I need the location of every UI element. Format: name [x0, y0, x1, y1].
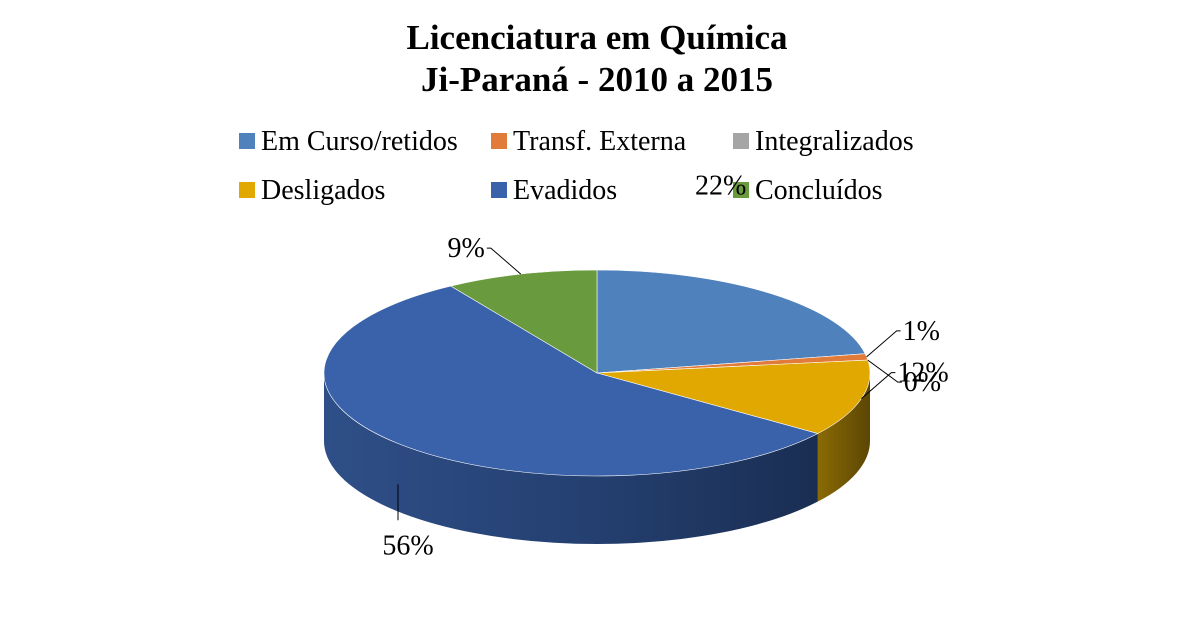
- chart-title-line-2: Ji-Paraná - 2010 a 2015: [421, 60, 773, 99]
- pie-slice-concluidos: [449, 269, 598, 374]
- legend-item-transf-externa: Transf. Externa: [491, 128, 686, 156]
- legend-label: Em Curso/retidos: [261, 126, 458, 157]
- legend-label: Desligados: [261, 175, 386, 206]
- legend-swatch: [733, 133, 749, 149]
- data-label-desligados: 12%: [897, 358, 948, 389]
- pie-labels: 22% 1% 0%12% 56% 9%: [382, 171, 948, 562]
- legend-label: Evadidos: [513, 175, 618, 206]
- legend-item-concluidos: Concluídos: [733, 177, 883, 205]
- pie-side-evadidos: [324, 373, 818, 544]
- chart-title-line-1: Licenciatura em Química: [406, 18, 788, 57]
- data-label-transf-externa: 1%: [903, 316, 940, 347]
- pie-side-desligados: [817, 373, 870, 502]
- leader-line: [486, 247, 522, 275]
- data-label-integralizados: 0%: [904, 367, 941, 398]
- legend-swatch: [491, 133, 507, 149]
- data-label-em-curso-retidos: 22%: [695, 171, 746, 202]
- pie-tops: [323, 269, 871, 477]
- legend-label: Concluídos: [755, 175, 883, 206]
- legend-swatch: [239, 182, 255, 198]
- pie-slice-em-curso-retidos: [596, 269, 866, 374]
- data-label-concluidos: 9%: [447, 233, 484, 264]
- legend-item-integralizados: Integralizados: [733, 128, 914, 156]
- legend-swatch: [491, 182, 507, 198]
- legend-item-evadidos: Evadidos: [491, 177, 617, 205]
- pie-leaders: [397, 247, 902, 521]
- legend-label: Transf. Externa: [513, 126, 687, 157]
- legend-item-desligados: Desligados: [239, 177, 385, 205]
- legend-swatch: [733, 182, 749, 198]
- leader-line: [861, 372, 896, 399]
- leader-line: [867, 359, 902, 383]
- legend-swatch: [239, 133, 255, 149]
- legend-label: Integralizados: [755, 126, 914, 157]
- pie-slice-evadidos: [323, 285, 819, 477]
- leader-line: [866, 330, 901, 358]
- legend-item-em-curso: Em Curso/retidos: [239, 128, 458, 156]
- data-label-evadidos: 56%: [382, 530, 433, 561]
- pie-slice-desligados: [596, 359, 871, 434]
- pie-sides: [324, 373, 870, 544]
